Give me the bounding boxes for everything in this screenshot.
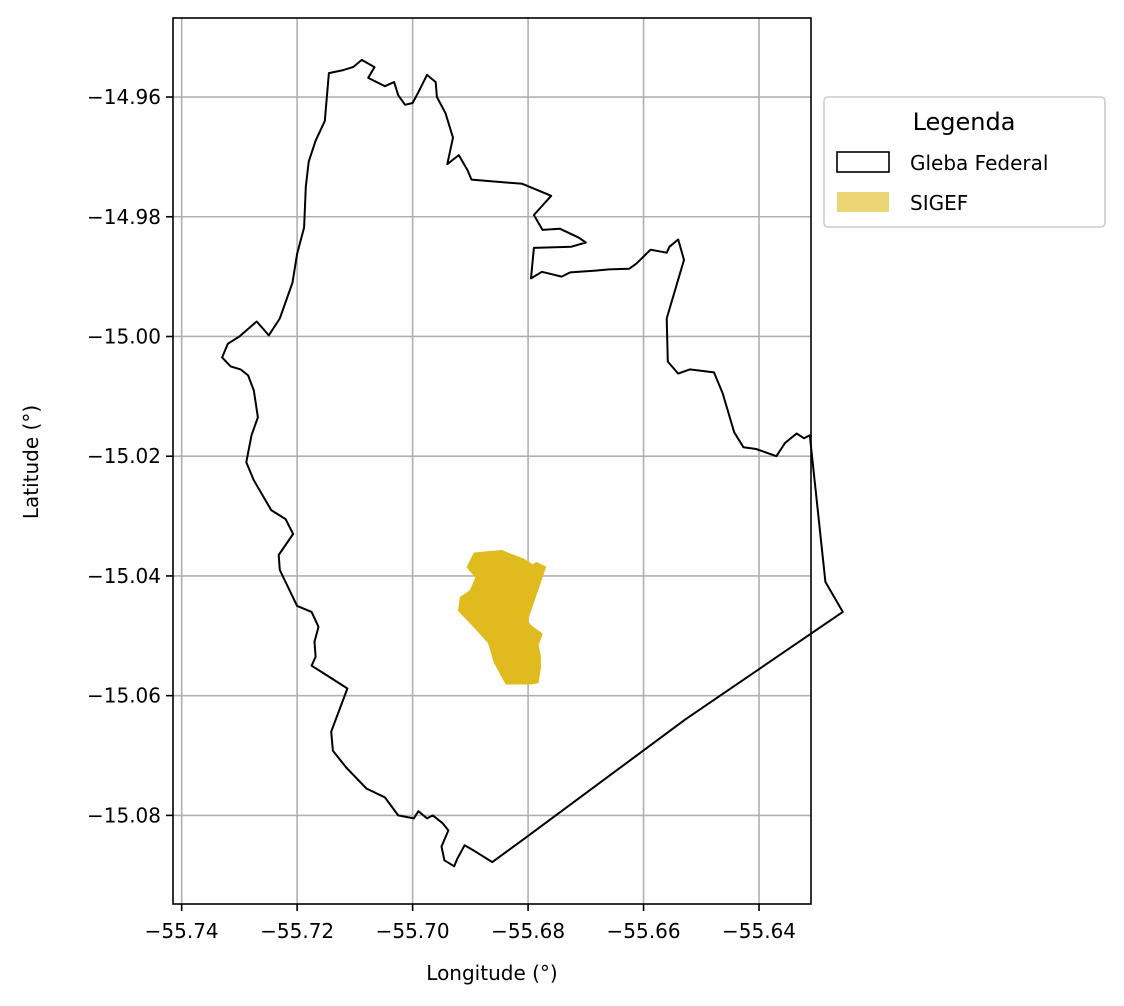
y-tick-label-2: −15.00: [87, 324, 161, 348]
legend-title: Legenda: [913, 108, 1016, 136]
y-tick-label-4: −15.04: [87, 564, 161, 588]
x-axis-ticks: −55.74 −55.72 −55.70 −55.68 −55.66 −55.64: [145, 904, 796, 943]
y-tick-label-0: −14.96: [87, 85, 161, 109]
y-tick-label-1: −14.98: [87, 205, 161, 229]
x-tick-label-3: −55.68: [491, 919, 565, 943]
y-tick-label-3: −15.02: [87, 444, 161, 468]
y-axis-ticks: −14.96 −14.98 −15.00 −15.02 −15.04 −15.06 −15.…: [87, 85, 173, 827]
x-tick-label-2: −55.70: [376, 919, 450, 943]
sigef-polygon: [458, 550, 547, 685]
gleba-federal-polygon: [221, 58, 844, 868]
legend-label-sigef: SIGEF: [910, 191, 968, 215]
legend-label-gleba-federal: Gleba Federal: [910, 151, 1048, 175]
y-tick-label-5: −15.06: [87, 684, 161, 708]
x-tick-label-0: −55.74: [145, 919, 219, 943]
x-tick-label-5: −55.64: [722, 919, 796, 943]
legend: Legenda Gleba Federal SIGEF: [823, 96, 1106, 228]
legend-swatch-sigef: [837, 192, 889, 212]
grid-lines: [173, 18, 811, 904]
x-tick-label-1: −55.72: [260, 919, 334, 943]
x-axis-label: Longitude (°): [426, 961, 557, 985]
legend-swatch-gleba-federal: [836, 151, 890, 173]
y-tick-label-6: −15.08: [87, 803, 161, 827]
y-axis-label: Latitude (°): [19, 405, 43, 519]
plot-frame: [172, 17, 812, 905]
legend-box: [823, 96, 1106, 228]
x-tick-label-4: −55.66: [607, 919, 681, 943]
map-layers: [221, 58, 844, 868]
